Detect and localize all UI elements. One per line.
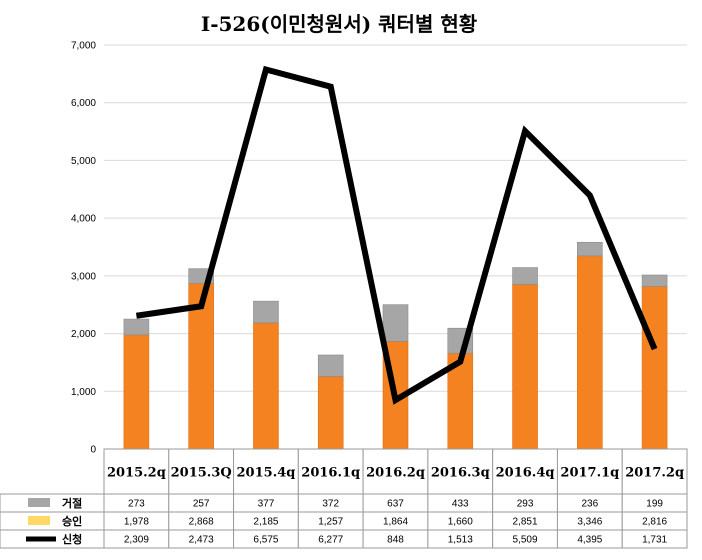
y-tick-label: 5,000 (71, 156, 96, 167)
bar-rejection (382, 304, 409, 342)
y-tick-label: 1,000 (71, 387, 96, 398)
y-tick-label: 6,000 (71, 98, 96, 109)
legend-swatch (28, 498, 50, 507)
data-label: 2,868 (189, 517, 214, 528)
legend-label: 거절 (62, 496, 82, 510)
data-label: 1,864 (383, 517, 408, 528)
legend-label: 신청 (62, 532, 82, 546)
table-header-cell (233, 448, 299, 495)
data-label: 1,257 (318, 517, 343, 528)
x-tick-label: 2016.2q (366, 466, 425, 481)
x-tick-label: 2016.1q (301, 466, 360, 481)
data-label: 293 (517, 499, 534, 510)
data-label: 6,575 (253, 535, 278, 546)
data-label: 236 (581, 499, 598, 510)
table-header-cell (427, 448, 494, 495)
y-tick-label: 0 (90, 445, 96, 456)
bar-rejection (512, 267, 538, 285)
line-series (135, 65, 658, 405)
data-label: 6,277 (318, 535, 343, 546)
bar-approval (577, 255, 603, 450)
data-label: 5,509 (513, 535, 538, 546)
x-tick-label: 2017.1q (560, 466, 619, 481)
table-header-cell (492, 448, 558, 495)
line-applications (135, 65, 658, 405)
data-label: 433 (452, 499, 469, 510)
y-tick-label: 3,000 (71, 271, 96, 282)
y-axis: 0 1,000 2,000 3,000 4,000 5,000 6,000 7,000 (71, 41, 96, 456)
data-label: 1,513 (448, 535, 473, 546)
bar-approval (512, 284, 538, 450)
bar-rejection (123, 318, 150, 336)
data-label: 1,660 (448, 517, 473, 528)
x-tick-label: 2015.3Q (171, 466, 232, 481)
data-label: 199 (646, 499, 663, 510)
data-label: 2,851 (513, 517, 538, 528)
bar-approval (188, 283, 214, 450)
legend-swatch (28, 516, 50, 525)
bar-approval (253, 322, 279, 450)
bar-rejection (641, 274, 668, 287)
bar-approval (123, 334, 150, 450)
table-header-cell (362, 448, 429, 495)
data-label: 257 (193, 499, 210, 510)
data-label: 273 (128, 499, 145, 510)
table-row-label-cell (0, 493, 105, 513)
data-label: 3,346 (577, 517, 602, 528)
x-tick-label: 2015.2q (107, 466, 166, 481)
y-tick-label: 7,000 (71, 41, 96, 52)
data-label: 2,816 (642, 517, 667, 528)
table-header-cell (556, 448, 623, 495)
legend-label: 승인 (62, 514, 82, 528)
bar-approval (317, 376, 344, 450)
x-tick-label: 2016.4q (496, 466, 555, 481)
table-row-label-cell (0, 511, 105, 531)
data-label: 1,978 (124, 517, 149, 528)
x-tick-label: 2017.2q (625, 466, 684, 481)
data-label: 2,473 (189, 535, 214, 546)
data-label: 2,309 (124, 535, 149, 546)
data-label: 377 (258, 499, 275, 510)
data-label: 637 (387, 499, 404, 510)
data-label: 4,395 (577, 535, 602, 546)
chart-title: I-526(이민청원서) 쿼터별 현황 (201, 12, 478, 36)
bar-rejection (317, 354, 344, 377)
data-label: 372 (322, 499, 339, 510)
x-tick-label: 2016.3q (431, 466, 490, 481)
data-label: 2,185 (253, 517, 278, 528)
data-label: 848 (387, 535, 404, 546)
data-label: 1,731 (642, 535, 667, 546)
bar-rejection (253, 300, 279, 324)
y-tick-label: 4,000 (71, 214, 96, 225)
table-cell (621, 529, 688, 549)
bar-rejection (577, 241, 603, 257)
x-tick-label: 2015.4q (237, 466, 296, 481)
bar-approval (641, 286, 668, 450)
y-tick-label: 2,000 (71, 329, 96, 340)
data-table: 2015.2q 2015.3Q 2015.4q 2016.1q 2016.2q 2016.… (0, 448, 688, 549)
bars (123, 241, 668, 450)
